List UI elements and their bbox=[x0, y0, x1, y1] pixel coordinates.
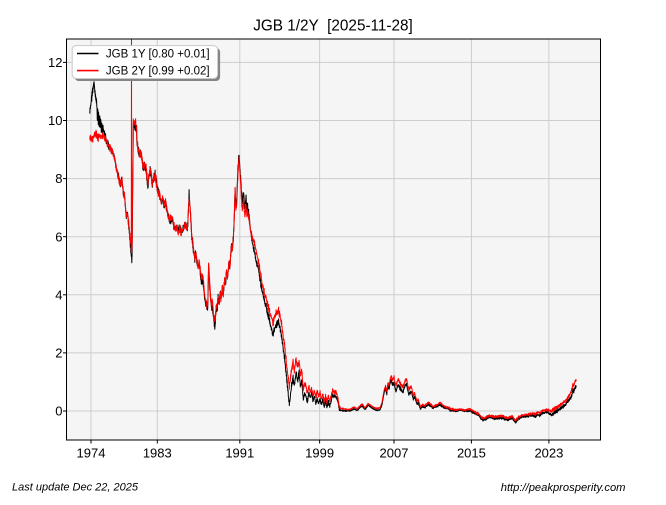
svg-text:2023: 2023 bbox=[534, 446, 563, 461]
svg-text:JGB 1/2Y [2025-11-28]: JGB 1/2Y [2025-11-28] bbox=[253, 18, 413, 35]
svg-text:JGB 2Y [0.99 +0.02]: JGB 2Y [0.99 +0.02] bbox=[106, 66, 210, 78]
svg-text:2015: 2015 bbox=[457, 446, 486, 461]
svg-text:http://peakprosperity.com: http://peakprosperity.com bbox=[501, 482, 626, 494]
svg-text:JGB 1Y [0.80 +0.01]: JGB 1Y [0.80 +0.01] bbox=[106, 49, 210, 61]
svg-text:2: 2 bbox=[55, 346, 62, 361]
svg-text:1999: 1999 bbox=[305, 446, 334, 461]
svg-text:1983: 1983 bbox=[143, 446, 172, 461]
svg-text:8: 8 bbox=[55, 171, 62, 186]
svg-text:10: 10 bbox=[48, 113, 62, 128]
svg-text:12: 12 bbox=[48, 55, 62, 70]
svg-text:6: 6 bbox=[55, 229, 62, 244]
svg-text:Last update Dec 22, 2025: Last update Dec 22, 2025 bbox=[12, 482, 139, 494]
svg-text:4: 4 bbox=[55, 287, 62, 302]
svg-text:2007: 2007 bbox=[380, 446, 409, 461]
svg-text:0: 0 bbox=[55, 404, 62, 419]
svg-text:1974: 1974 bbox=[77, 446, 106, 461]
svg-text:1991: 1991 bbox=[225, 446, 254, 461]
